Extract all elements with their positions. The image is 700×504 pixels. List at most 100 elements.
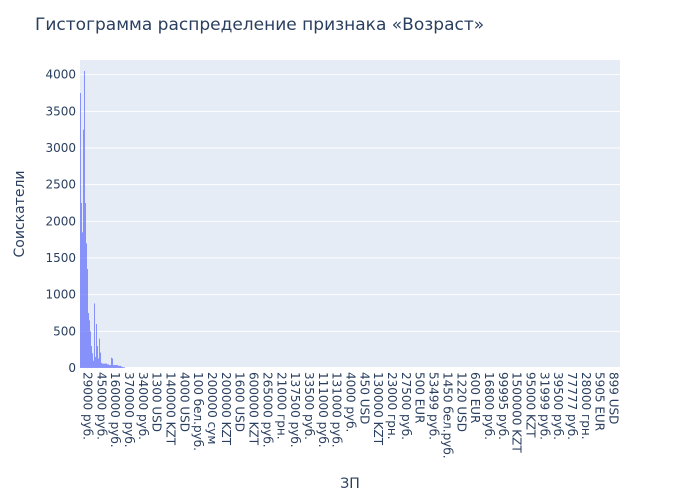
- histogram-bar[interactable]: [89, 320, 90, 368]
- x-tick-label: 1450 бел.руб.: [440, 372, 454, 459]
- histogram-bar[interactable]: [87, 269, 88, 368]
- histogram-bar[interactable]: [114, 365, 115, 368]
- histogram-bar[interactable]: [123, 367, 124, 368]
- x-tick-label: 45000 руб.: [94, 372, 108, 440]
- x-tick-label: 39500 руб.: [551, 372, 565, 440]
- histogram-bar[interactable]: [97, 346, 98, 368]
- y-tick-label: 0: [68, 361, 76, 375]
- x-tick-label: 27500 руб.: [399, 372, 413, 440]
- x-tick-label: 16800 руб.: [482, 372, 496, 440]
- x-tick-label: 130000 KZT: [371, 372, 385, 446]
- x-tick-label: 500 EUR: [413, 372, 427, 423]
- histogram-bar[interactable]: [113, 365, 114, 368]
- histogram-bar[interactable]: [105, 363, 106, 368]
- x-tick-label: 5905 EUR: [593, 372, 607, 431]
- histogram-bar[interactable]: [100, 352, 101, 368]
- histogram-bar[interactable]: [80, 93, 81, 368]
- histogram-bar[interactable]: [104, 363, 105, 368]
- histogram-bar[interactable]: [120, 365, 121, 368]
- y-tick-label: 3000: [45, 141, 76, 155]
- histogram-bar[interactable]: [103, 363, 104, 368]
- histogram-bar[interactable]: [86, 243, 87, 368]
- y-tick-labels: 0 500 1000 1500 2000 2500 3000 3500 4000: [45, 68, 76, 375]
- histogram-bar[interactable]: [96, 324, 97, 368]
- histogram-bar[interactable]: [99, 338, 100, 368]
- histogram-bar[interactable]: [124, 367, 125, 368]
- x-tick-label: 1600 USD: [233, 372, 247, 432]
- x-tick-label: 1220 USD: [454, 372, 468, 432]
- histogram-bar[interactable]: [93, 360, 94, 368]
- x-tick-label: 111000 руб.: [316, 372, 330, 448]
- histogram-bar[interactable]: [82, 232, 83, 368]
- histogram-bar[interactable]: [115, 365, 116, 368]
- x-tick-label: 450 USD: [357, 372, 371, 424]
- y-tick-label: 1000: [45, 288, 76, 302]
- x-tick-label: 95000 KZT: [524, 372, 538, 438]
- histogram-bar[interactable]: [109, 365, 110, 368]
- histogram-bar[interactable]: [106, 363, 107, 368]
- histogram-bar[interactable]: [121, 366, 122, 368]
- bar-series: [80, 71, 125, 368]
- histogram-bar[interactable]: [101, 362, 102, 368]
- x-tick-label: 53499 руб.: [427, 372, 441, 440]
- x-tick-label: 600000 KZT: [247, 372, 261, 446]
- x-tick-label: 100 бел.руб.: [191, 372, 205, 451]
- x-tick-label: 200000 KZT: [219, 372, 233, 446]
- histogram-bar[interactable]: [85, 203, 86, 368]
- x-tick-label: 899 USD: [607, 372, 621, 424]
- x-tick-label: 28000 грн.: [579, 372, 593, 440]
- x-tick-label: 140000 KZT: [164, 372, 178, 446]
- x-tick-label: 370000 руб.: [122, 372, 136, 448]
- histogram-bar[interactable]: [81, 203, 82, 368]
- x-tick-label: 34000 руб.: [136, 372, 150, 440]
- histogram-bar[interactable]: [84, 71, 85, 368]
- y-tick-label: 3500: [45, 104, 76, 118]
- plot-background: [80, 60, 620, 368]
- histogram-bar[interactable]: [83, 129, 84, 368]
- histogram-bar[interactable]: [102, 363, 103, 368]
- x-tick-label: 99995 руб.: [496, 372, 510, 440]
- histogram-bar[interactable]: [118, 365, 119, 368]
- x-tick-label: 1300 USD: [150, 372, 164, 432]
- x-tick-label: 600 EUR: [468, 372, 482, 423]
- x-tick-label: 265000 руб.: [260, 372, 274, 448]
- histogram-bar[interactable]: [107, 364, 108, 368]
- histogram-bar[interactable]: [92, 353, 93, 368]
- chart-title: Гистограмма распределение признака «Возр…: [35, 15, 484, 35]
- y-tick-label: 500: [53, 324, 76, 338]
- x-tick-label: 29000 руб.: [80, 372, 94, 440]
- x-tick-label: 77777 руб.: [565, 372, 579, 440]
- histogram-bar[interactable]: [110, 365, 111, 368]
- histogram-bar[interactable]: [116, 365, 117, 368]
- x-tick-label: 4000 USD: [177, 372, 191, 432]
- y-tick-label: 2000: [45, 214, 76, 228]
- histogram-bar[interactable]: [90, 331, 91, 368]
- histogram-bar[interactable]: [117, 365, 118, 368]
- y-gridlines: [80, 74, 620, 369]
- histogram-bar[interactable]: [94, 303, 95, 368]
- x-tick-label: 160000 руб.: [108, 372, 122, 448]
- histogram-bar[interactable]: [88, 313, 89, 368]
- x-tick-label: 4000 руб.: [344, 372, 358, 432]
- histogram-bar[interactable]: [119, 365, 120, 368]
- histogram-bar[interactable]: [91, 346, 92, 368]
- histogram-bar[interactable]: [95, 357, 96, 368]
- x-tick-labels: 29000 руб. 45000 руб. 160000 руб. 370000 ру…: [80, 372, 620, 459]
- y-tick-label: 2500: [45, 178, 76, 192]
- histogram-bar[interactable]: [122, 366, 123, 368]
- histogram-bar[interactable]: [111, 357, 112, 368]
- histogram-bar[interactable]: [98, 358, 99, 368]
- x-tick-label: 1500000 KZT: [510, 372, 524, 453]
- x-tick-label: 21000 грн.: [274, 372, 288, 440]
- x-tick-label: 131000 руб.: [330, 372, 344, 448]
- histogram-bar[interactable]: [108, 364, 109, 368]
- y-tick-label: 4000: [45, 68, 76, 82]
- y-tick-label: 1500: [45, 251, 76, 265]
- x-axis-title: ЗП: [340, 476, 360, 492]
- x-tick-label: 200000 сум: [205, 372, 219, 444]
- histogram-bar[interactable]: [112, 358, 113, 368]
- x-tick-label: 137500 руб.: [288, 372, 302, 448]
- x-tick-label: 33500 руб.: [302, 372, 316, 440]
